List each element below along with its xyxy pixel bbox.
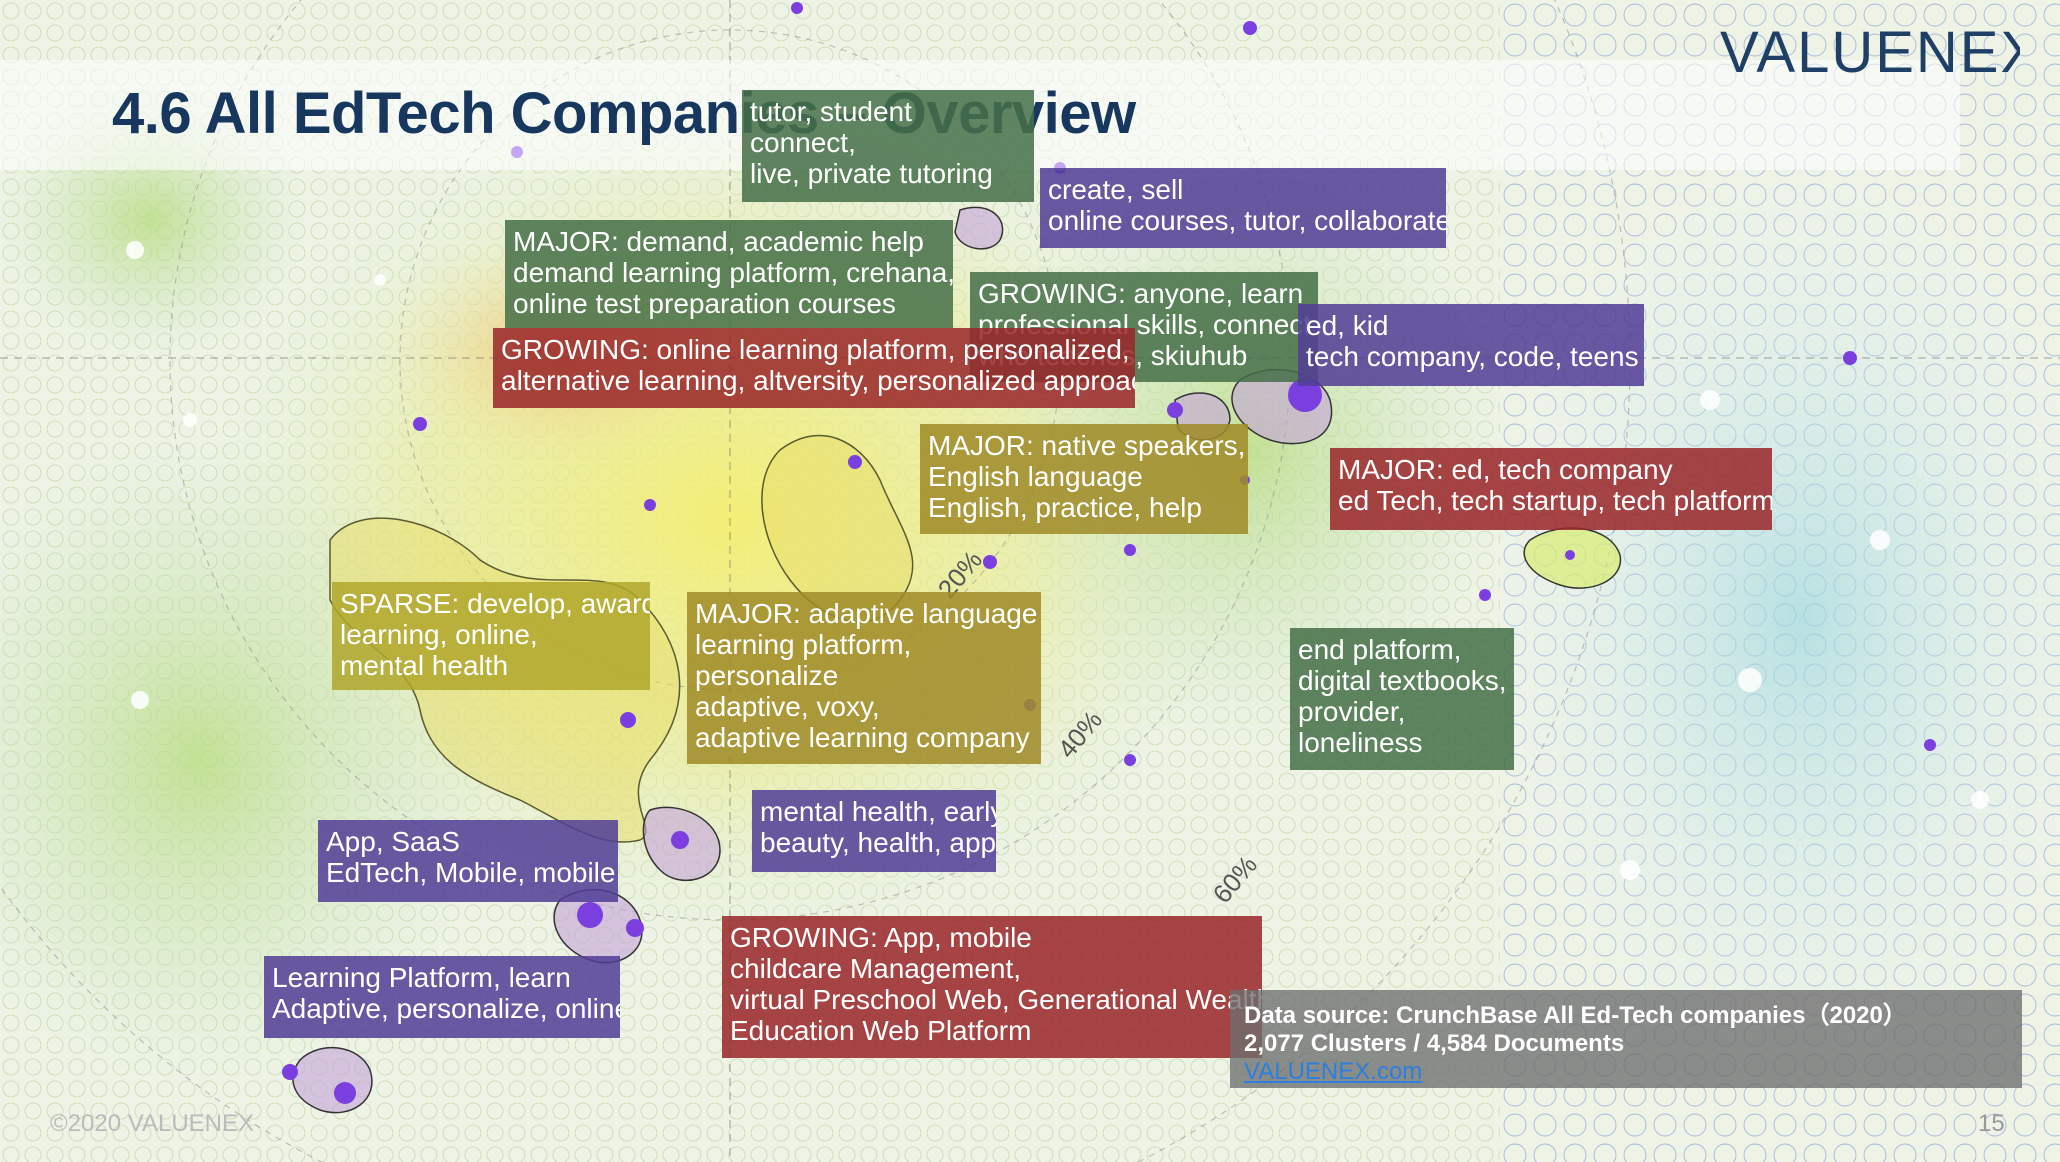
data-source-box: Data source: CrunchBase All Ed-Tech comp… — [1230, 990, 2022, 1088]
cluster-label-edtech-company: MAJOR: ed, tech company ed Tech, tech sta… — [1330, 448, 1772, 530]
cluster-label-online-courses: create, sell online courses, tutor, colla… — [1040, 168, 1446, 248]
cluster-label-mental-health-sparse: SPARSE: develop, award learning, online, m… — [332, 582, 650, 690]
cluster-label-beauty-health: mental health, early beauty, health, app — [752, 790, 996, 872]
cluster-label-childcare: GROWING: App, mobile childcare Management… — [722, 916, 1262, 1058]
page-number: 15 — [1978, 1110, 2005, 1137]
cluster-label-professional-skills: GROWING: anyone, learn professional skill… — [970, 272, 1318, 382]
cluster-label-adaptive-language: MAJOR: adaptive language learning platfor… — [687, 592, 1041, 764]
valuenex-link[interactable]: VALUENEX.com — [1244, 1058, 1423, 1085]
cluster-label-digital-textbooks: end platform, digital textbooks, provider,… — [1290, 628, 1514, 770]
valuenex-logo: VALUENEX — [1720, 20, 2020, 84]
svg-text:VALUENEX: VALUENEX — [1720, 20, 2020, 84]
data-source-counts: 2,077 Clusters / 4,584 Documents — [1244, 1030, 1625, 1057]
cluster-label-english: MAJOR: native speakers, English language E… — [920, 424, 1248, 534]
cluster-label-alternative-learning: GROWING: online learning platform, perso… — [493, 328, 1135, 408]
cluster-label-tutoring: tutor, student connect, live, private tuto… — [742, 90, 1034, 202]
cluster-label-learning-platform: Learning Platform, learn Adaptive, person… — [264, 956, 620, 1038]
data-source-line: Data source: CrunchBase All Ed-Tech comp… — [1244, 1002, 1907, 1029]
cluster-label-academic-help: MAJOR: demand, academic help demand learn… — [505, 220, 953, 328]
cluster-label-kid-code: ed, kid tech company, code, teens — [1298, 304, 1644, 386]
copyright: ©2020 VALUENEX — [50, 1110, 255, 1137]
cluster-label-app-saas: App, SaaS EdTech, Mobile, mobile — [318, 820, 618, 902]
